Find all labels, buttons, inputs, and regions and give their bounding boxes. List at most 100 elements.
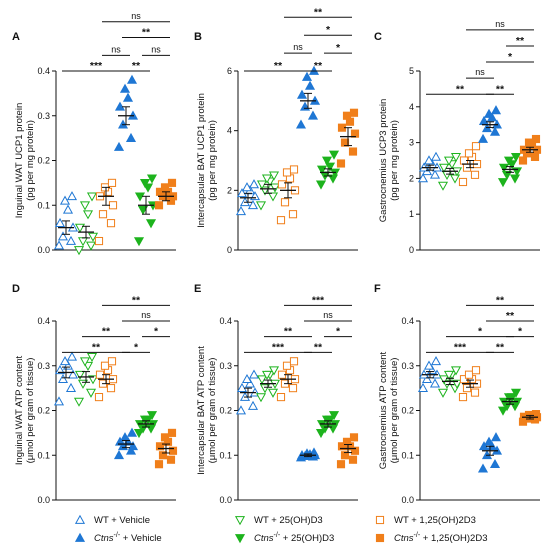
data-point — [77, 237, 89, 247]
legend: WT + Vehicle WT + 25(OH)D3 WT + 1,25(OH)2D… — [74, 514, 487, 544]
group-1 — [53, 191, 79, 250]
legend-label: Ctns-/- + Vehicle — [94, 532, 162, 544]
group-6 — [154, 428, 178, 469]
group-5 — [133, 174, 159, 247]
data-point — [154, 201, 164, 210]
group-1 — [417, 151, 443, 183]
data-point — [337, 442, 347, 451]
y-axis-label-line: Intercapsular BAT UCP1 protein — [196, 93, 207, 228]
group-5 — [315, 150, 341, 190]
data-point — [261, 174, 273, 184]
group-2 — [255, 366, 281, 403]
data-point — [241, 373, 253, 384]
data-point — [145, 219, 157, 229]
y-tick-label: 0.2 — [219, 406, 232, 416]
group-5 — [133, 411, 159, 439]
data-point — [137, 205, 149, 215]
data-point — [82, 210, 94, 220]
significance-label: ** — [314, 6, 323, 18]
data-point — [106, 384, 116, 393]
legend-superscript: -/- — [274, 532, 281, 539]
significance-label: * — [518, 326, 523, 338]
significance-label: ns — [323, 310, 333, 320]
data-point — [133, 237, 145, 247]
data-point — [57, 231, 69, 241]
group-6 — [154, 178, 178, 210]
data-point — [501, 170, 513, 181]
y-tick-label: 0.3 — [37, 111, 50, 121]
y-tick-label: 0.1 — [219, 450, 232, 460]
legend-label: Ctns-/- + 25(OH)D3 — [254, 532, 334, 544]
group-3 — [276, 357, 300, 402]
significance-label: ** — [284, 326, 293, 338]
data-point — [269, 183, 281, 193]
data-point — [57, 373, 69, 384]
data-point — [261, 370, 273, 380]
data-point — [54, 364, 66, 375]
data-point — [458, 177, 468, 187]
y-tick-label: 0.4 — [401, 316, 414, 326]
panel-letter: D — [12, 283, 20, 295]
y-axis-label-line: Inguinal WAT UCP1 protein — [14, 103, 25, 218]
data-point — [100, 361, 110, 370]
data-point — [86, 352, 98, 363]
significance-label: * — [154, 326, 159, 338]
group-4 — [295, 65, 321, 129]
legend-treatment: WT + 1,25(OH)2D3 — [394, 515, 476, 526]
data-point — [417, 382, 429, 392]
data-point — [510, 388, 522, 398]
data-point — [94, 236, 104, 246]
y-axis-label: Gastrocnemius ATP content(μmol per gram … — [378, 351, 400, 469]
panel-d: D 0.0 0.1 0.2 0.3 0.4 Inguinal WAT ATP content… — [12, 283, 178, 505]
panel-c: C 0 1 2 3 4 5 Gastrocnemius UCP3 protein(pg per… — [374, 19, 542, 255]
data-point — [340, 451, 350, 460]
significance-label: ns — [293, 42, 303, 52]
significance-label: *** — [272, 341, 285, 353]
data-point — [247, 200, 259, 210]
significance-label: * — [336, 326, 341, 338]
significance-label: *** — [454, 341, 467, 353]
legend-marker — [234, 534, 246, 544]
y-tick-label: 0.0 — [219, 495, 232, 505]
y-axis-label-line: (μmol per gram of tissue) — [389, 358, 400, 464]
data-point — [470, 170, 480, 179]
data-point — [155, 442, 165, 451]
data-point — [289, 357, 299, 366]
significance-label: ** — [132, 60, 141, 72]
data-point — [530, 152, 540, 161]
y-tick-label: 0.2 — [401, 406, 414, 416]
data-point — [462, 384, 472, 393]
legend-label: WT + 1,25(OH)2D3 — [394, 515, 476, 526]
significance-label: ns — [495, 19, 505, 29]
panels-layer: A 0.0 0.1 0.2 0.3 0.4 Inguinal WAT UCP1 protei… — [12, 6, 542, 505]
group-2 — [437, 153, 463, 191]
data-point — [423, 360, 435, 370]
data-point — [349, 433, 359, 442]
data-point — [167, 428, 177, 437]
y-tick-label: 0.1 — [401, 450, 414, 460]
data-point — [122, 92, 134, 102]
data-point — [74, 370, 86, 380]
legend-label: WT + 25(OH)D3 — [254, 515, 323, 526]
data-point — [241, 182, 253, 192]
data-point — [430, 151, 442, 161]
data-point — [342, 111, 352, 120]
data-point — [268, 366, 280, 376]
group-1 — [235, 179, 261, 216]
data-point — [497, 406, 509, 416]
data-point — [244, 378, 256, 388]
data-point — [524, 138, 534, 147]
legend-treatment: + 1,25(OH)2D3 — [420, 533, 487, 544]
data-point — [154, 460, 164, 469]
group-4 — [295, 447, 321, 462]
data-point — [315, 429, 327, 439]
data-point — [288, 210, 298, 219]
legend-treatment: WT + 25(OH)D3 — [254, 515, 323, 526]
data-point — [478, 115, 490, 125]
y-tick-label: 0.3 — [401, 361, 414, 371]
y-tick-label: 0.2 — [37, 156, 50, 166]
y-tick-label: 2 — [227, 185, 232, 195]
data-point — [98, 210, 108, 219]
significance-label: ** — [516, 35, 525, 47]
data-point — [490, 105, 502, 115]
